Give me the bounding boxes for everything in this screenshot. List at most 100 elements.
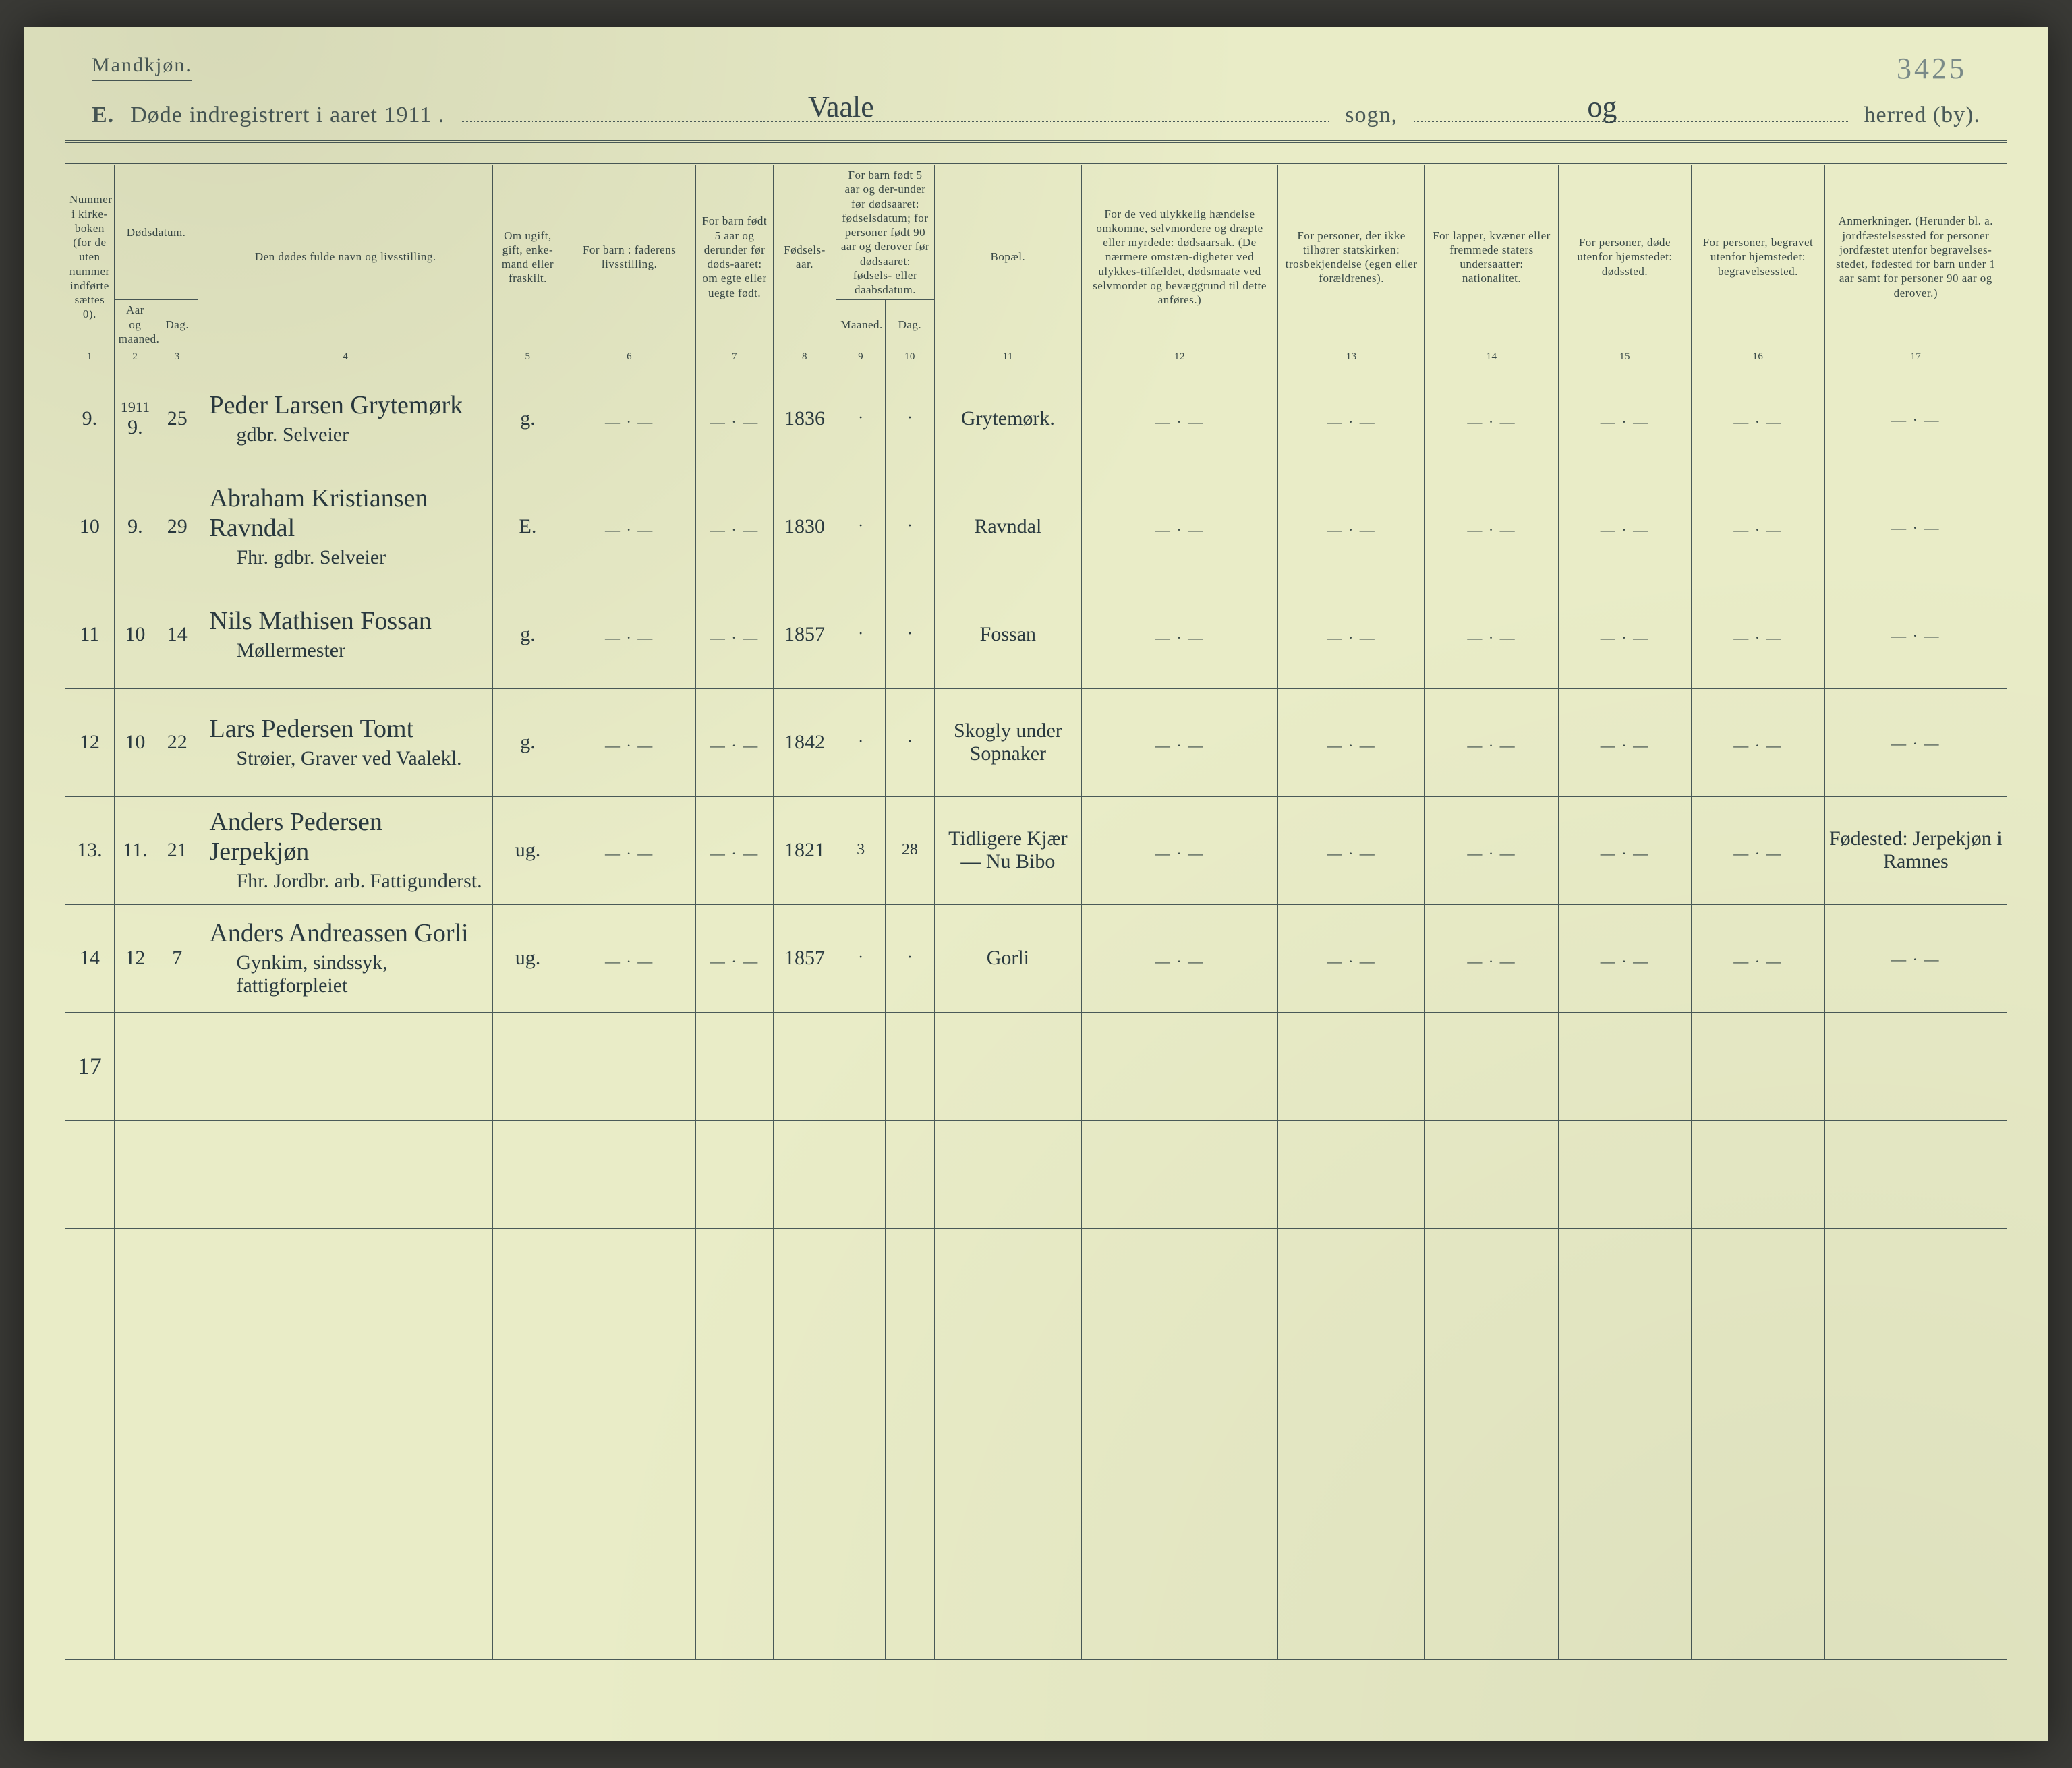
cell-birth-year: 1857 — [773, 581, 836, 688]
ditto-mark — [605, 945, 654, 972]
cell-name: Abraham Kristiansen Ravndal Fhr. gdbr. S… — [198, 473, 493, 581]
ditto-mark — [605, 729, 654, 756]
cell-num: 11 — [65, 581, 115, 688]
cell-death-place — [1558, 796, 1691, 904]
cell-burial-place — [1692, 473, 1824, 581]
cell-empty — [934, 1012, 1081, 1120]
th-3: Dag. — [156, 300, 198, 349]
ditto-mark — [1155, 513, 1204, 540]
cell-status: g. — [493, 581, 563, 688]
cell-num: 10 — [65, 473, 115, 581]
cn-17: 17 — [1824, 349, 2007, 365]
cell-legit — [696, 904, 773, 1012]
ditto-mark — [1601, 513, 1649, 540]
cell-residence: Grytemørk. — [934, 365, 1081, 473]
cell-empty — [493, 1444, 563, 1552]
th-6: For barn : faderens livsstilling. — [563, 165, 695, 349]
th-5: Om ugift, gift, enke-mand eller fraskilt… — [493, 165, 563, 349]
ditto-mark — [1891, 623, 1940, 645]
cell-empty — [934, 1120, 1081, 1228]
cell-empty — [1081, 1336, 1277, 1444]
cell-empty — [773, 1012, 836, 1120]
cell-empty — [836, 1336, 886, 1444]
cell-birth-year: 1836 — [773, 365, 836, 473]
ditto-mark — [710, 837, 759, 864]
cell-empty — [198, 1552, 493, 1659]
cell-empty — [198, 1120, 493, 1228]
cell-empty — [836, 1012, 886, 1120]
cell-empty — [1278, 1336, 1425, 1444]
archive-number-pencil: 3425 — [1897, 51, 1967, 86]
sogn-handwritten: Vaale — [808, 90, 874, 124]
cell-empty — [1824, 1336, 2007, 1444]
cell-death-place — [1558, 473, 1691, 581]
ledger-table: Nummer i kirke-boken (for de uten nummer… — [65, 163, 2007, 1660]
cell-empty — [934, 1336, 1081, 1444]
ditto-mark — [605, 621, 654, 648]
cell-birth-day: · — [885, 473, 934, 581]
ditto-mark — [1733, 621, 1782, 648]
sogn-blank: Vaale — [461, 100, 1329, 122]
cell-birth-year: 1821 — [773, 796, 836, 904]
cell-empty — [156, 1444, 198, 1552]
ditto-mark — [710, 945, 759, 972]
title-prefix: E. — [92, 102, 114, 128]
cell-empty — [836, 1444, 886, 1552]
cell-cause — [1081, 904, 1277, 1012]
cell-empty — [65, 1228, 115, 1336]
cell-empty — [493, 1228, 563, 1336]
cell-birth-day: · — [885, 688, 934, 796]
cell-nationality — [1425, 904, 1558, 1012]
cell-year-month: 12 — [114, 904, 156, 1012]
cell-empty — [1081, 1444, 1277, 1552]
cell-name: Anders Pedersen Jerpekjøn Fhr. Jordbr. a… — [198, 796, 493, 904]
cell-faith — [1278, 688, 1425, 796]
ditto-mark — [1891, 407, 1940, 430]
table-row — [65, 1336, 2007, 1444]
cell-empty — [563, 1336, 695, 1444]
cell-birth-year: 1842 — [773, 688, 836, 796]
cell-empty — [1692, 1228, 1824, 1336]
cell-burial-place — [1692, 581, 1824, 688]
cell-empty — [198, 1336, 493, 1444]
th-11: Bopæl. — [934, 165, 1081, 349]
ditto-mark — [1601, 621, 1649, 648]
margin-tally: 17 — [65, 1012, 115, 1120]
ditto-mark — [1733, 513, 1782, 540]
cell-death-place — [1558, 581, 1691, 688]
cell-empty — [114, 1336, 156, 1444]
th-1: Nummer i kirke-boken (for de uten nummer… — [65, 165, 115, 349]
table-row: 17 — [65, 1012, 2007, 1120]
cell-remarks — [1824, 365, 2007, 473]
ditto-mark — [1467, 945, 1516, 972]
cell-empty — [1824, 1012, 2007, 1120]
cell-empty — [885, 1120, 934, 1228]
cell-empty — [1692, 1336, 1824, 1444]
cell-empty — [836, 1228, 886, 1336]
cn-10: 10 — [885, 349, 934, 365]
cell-empty — [1824, 1444, 2007, 1552]
cell-empty — [1081, 1228, 1277, 1336]
ditto-mark — [1467, 405, 1516, 432]
th-9g: For barn født 5 aar og der-under før død… — [836, 165, 935, 300]
double-rule — [65, 140, 2007, 143]
cell-day: 29 — [156, 473, 198, 581]
cn-11: 11 — [934, 349, 1081, 365]
cell-empty — [65, 1552, 115, 1659]
cell-birth-month: · — [836, 473, 886, 581]
cell-empty — [773, 1228, 836, 1336]
ditto-mark — [1601, 945, 1649, 972]
cell-birth-month: 3 — [836, 796, 886, 904]
cell-empty — [1081, 1012, 1277, 1120]
cell-empty — [493, 1120, 563, 1228]
cn-12: 12 — [1081, 349, 1277, 365]
cell-empty — [1824, 1228, 2007, 1336]
cell-day: 14 — [156, 581, 198, 688]
th-2: Aar og maaned. — [114, 300, 156, 349]
th-2g: Dødsdatum. — [114, 165, 198, 300]
cell-empty — [1692, 1012, 1824, 1120]
cell-remarks — [1824, 581, 2007, 688]
ditto-mark — [1733, 405, 1782, 432]
cn-5: 5 — [493, 349, 563, 365]
cell-father — [563, 473, 695, 581]
